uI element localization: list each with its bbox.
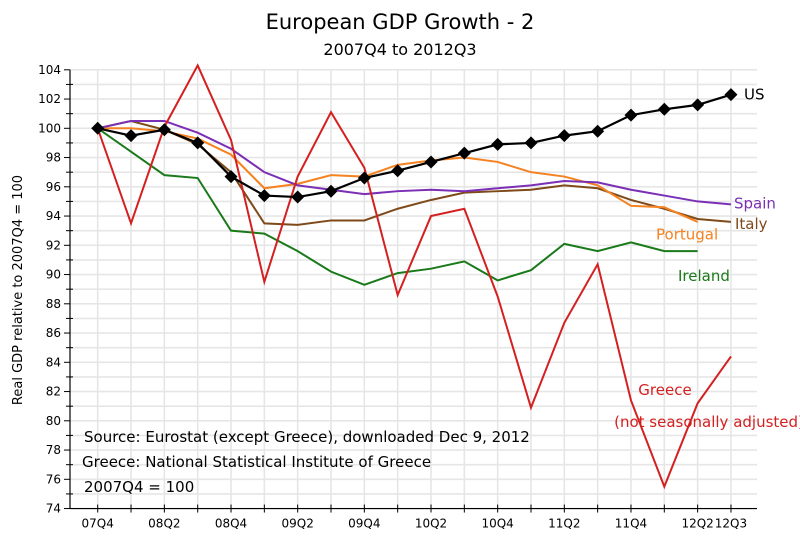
x-tick-label: 08Q2: [148, 517, 180, 531]
y-tick-label: 76: [46, 472, 61, 486]
x-tick-label: 12Q3: [715, 517, 747, 531]
data-point-us: [324, 184, 338, 198]
x-tick-label: 11Q4: [615, 517, 647, 531]
series-line-us: [97, 93, 732, 199]
x-tick-label: 11Q2: [548, 517, 580, 531]
x-tick-label: 09Q2: [282, 517, 314, 531]
data-point-us: [257, 189, 271, 203]
data-point-us: [724, 88, 738, 102]
series-label-ireland: Ireland: [678, 267, 730, 285]
y-tick-label: 80: [46, 414, 61, 428]
data-point-us: [457, 146, 471, 160]
series-group: [91, 63, 738, 490]
y-tick-label: 78: [46, 443, 61, 457]
y-tick-label: 100: [38, 121, 61, 135]
data-point-us: [657, 102, 671, 116]
y-tick-label: 90: [46, 268, 61, 282]
chart-title: European GDP Growth - 2: [266, 10, 535, 34]
y-axis-label: Real GDP relative to 2007Q4 = 100: [11, 175, 26, 405]
data-point-us: [357, 171, 371, 185]
series-label-greece: Greece: [638, 381, 691, 399]
data-point-us: [624, 108, 638, 122]
x-tick-label: 10Q2: [415, 517, 447, 531]
series-label-spain: Spain: [734, 194, 776, 212]
annotation-greece-source: Greece: National Statistical Institute o…: [82, 453, 431, 471]
data-point-us: [524, 136, 538, 150]
annotation-source: Source: Eurostat (except Greece), downlo…: [84, 428, 530, 446]
y-tick-label: 92: [46, 238, 61, 252]
annotation-base: 2007Q4 = 100: [84, 478, 194, 496]
y-tick-label: 86: [46, 326, 61, 340]
y-tick-label: 104: [38, 63, 61, 77]
y-tick-label: 102: [38, 92, 61, 106]
x-tick-label: 10Q4: [481, 517, 513, 531]
y-tick-label: 98: [46, 151, 61, 165]
x-tick-label: 07Q4: [82, 517, 114, 531]
series-label-italy: Italy: [735, 215, 768, 233]
data-point-us: [124, 129, 138, 143]
y-tick-label: 96: [46, 180, 61, 194]
data-point-us: [557, 129, 571, 143]
y-tick-label: 84: [46, 355, 61, 369]
annotations: Source: Eurostat (except Greece), downlo…: [82, 428, 530, 496]
data-point-us: [291, 190, 305, 204]
series-line-greece: [96, 63, 732, 490]
data-point-us: [224, 170, 238, 184]
series-line-spain: [97, 119, 732, 206]
data-point-us: [157, 123, 171, 137]
data-point-us: [591, 124, 605, 138]
data-point-us: [191, 136, 205, 150]
y-ticks: 74 76 78 80 82 84 86 88 90 92 94 96 98 100 102 104: [38, 63, 73, 516]
x-ticks: 07Q4 08Q2 08Q4 09Q2 09Q4 10Q2 10Q4 11Q2 11Q4 12Q2…: [82, 504, 747, 531]
series-labels: US Spain Italy Portugal Ireland Greece (not se…: [614, 86, 800, 431]
x-tick-label: 12Q2: [681, 517, 713, 531]
data-point-us: [391, 164, 405, 178]
data-point-us: [691, 98, 705, 112]
y-tick-label: 88: [46, 297, 61, 311]
data-point-us: [424, 155, 438, 169]
series-line-ireland: [97, 127, 698, 286]
series-label-portugal: Portugal: [656, 226, 718, 244]
y-tick-label: 74: [46, 502, 61, 516]
y-tick-label: 94: [46, 209, 61, 223]
data-point-us: [91, 121, 105, 135]
x-tick-label: 09Q4: [348, 517, 380, 531]
x-tick-label: 08Q4: [215, 517, 247, 531]
data-point-us: [491, 137, 505, 151]
y-tick-label: 82: [46, 385, 61, 399]
series-label-us: US: [744, 86, 765, 104]
chart-subtitle: 2007Q4 to 2012Q3: [323, 40, 476, 59]
series-sublabel-greece: (not seasonally adjusted): [614, 413, 800, 431]
grid: [70, 69, 757, 510]
